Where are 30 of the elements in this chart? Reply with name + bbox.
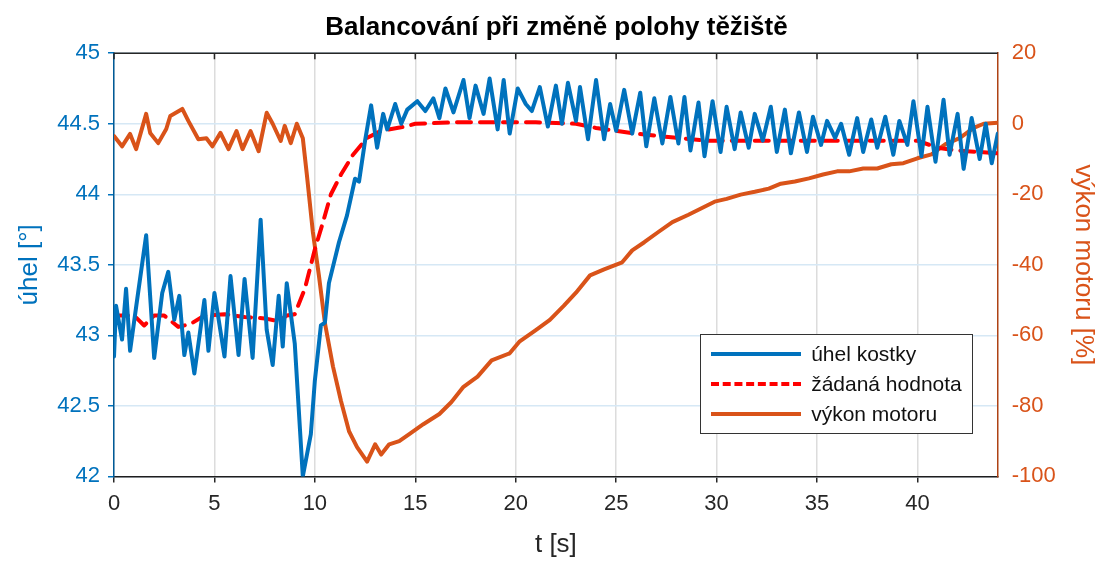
legend-label: výkon motoru	[811, 402, 938, 427]
y2-tick-label: -20	[1011, 180, 1044, 206]
y-tick-label: 42	[75, 462, 101, 488]
x-tick-label: 15	[403, 489, 428, 515]
y-tick-label: 42.5	[57, 391, 101, 417]
y-tick-label: 44	[75, 180, 101, 206]
y2-axis-title: výkon motoru [%]	[1070, 164, 1101, 366]
x-tick-label: 35	[804, 489, 830, 515]
x-tick-label: 20	[503, 489, 528, 515]
y2-tick-label: -80	[1011, 391, 1044, 417]
y-axis-title: úhel [°]	[12, 224, 43, 306]
x-tick-label: 30	[704, 489, 729, 515]
y2-tick-label: -60	[1011, 321, 1044, 347]
y2-tick-label: 0	[1011, 109, 1025, 135]
y-tick-label: 43	[75, 321, 101, 347]
chart-title: Balancování při změně polohy těžiště	[325, 10, 788, 41]
x-tick-label: 0	[107, 489, 121, 515]
y2-tick-label: -40	[1011, 250, 1044, 276]
x-tick-label: 25	[603, 489, 629, 515]
y2-tick-label: 20	[1011, 39, 1037, 65]
x-axis-title: t [s]	[534, 527, 577, 558]
y-tick-label: 44.5	[57, 109, 101, 135]
x-tick-label: 40	[905, 489, 930, 515]
y2-tick-label: -100	[1011, 462, 1056, 488]
x-tick-label: 5	[208, 489, 221, 515]
y-tick-label: 43.5	[57, 250, 101, 276]
legend-label: úhel kostky	[811, 342, 917, 367]
x-tick-label: 10	[302, 489, 328, 515]
legend-label: žádaná hodnota	[811, 372, 962, 397]
y-tick-label: 45	[75, 39, 101, 65]
